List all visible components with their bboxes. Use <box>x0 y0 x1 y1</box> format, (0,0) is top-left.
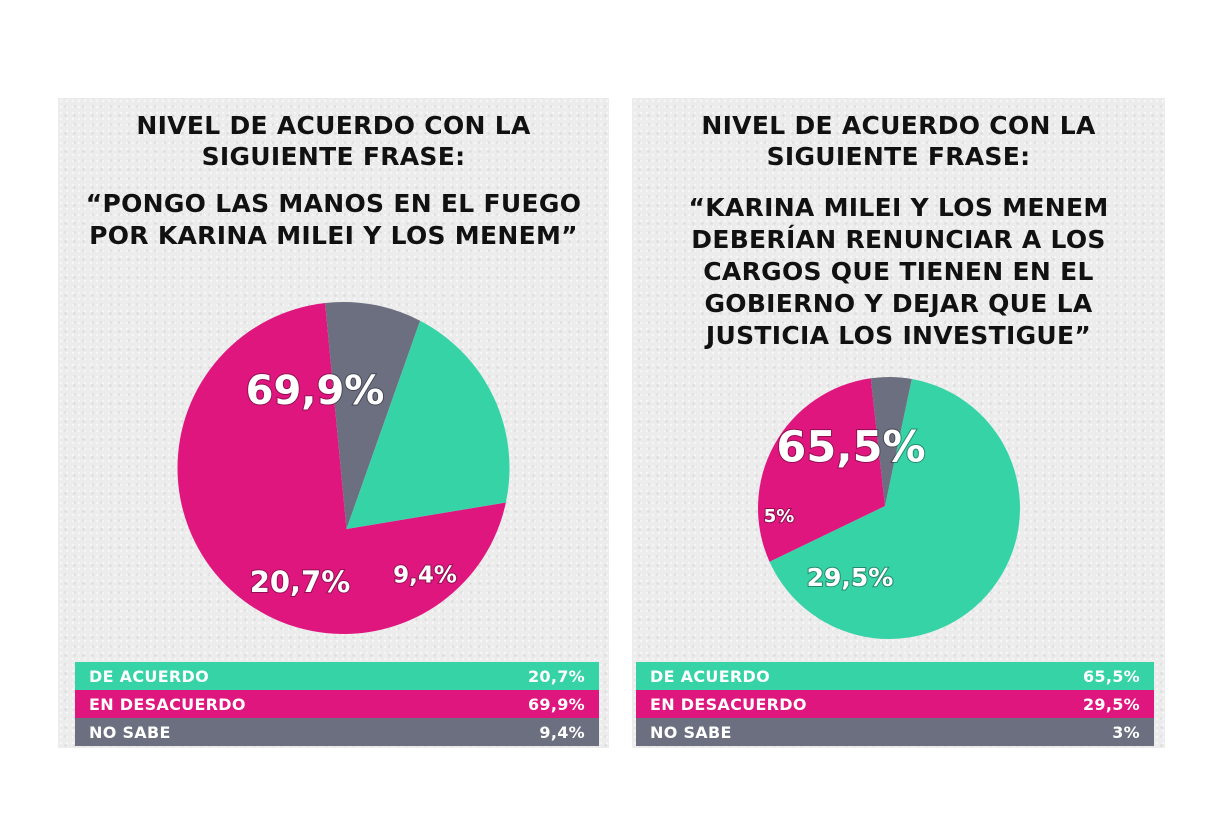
legend-label: NO SABE <box>650 722 732 742</box>
legend-row-en-desacuerdo: EN DESACUERDO 69,9% <box>75 690 599 718</box>
legend-row-en-desacuerdo: EN DESACUERDO 29,5% <box>636 690 1154 718</box>
legend-value: 29,5% <box>1082 694 1140 714</box>
legend-value: 3% <box>1112 722 1140 742</box>
pie-slice-label-de-acuerdo: 65,5% <box>776 423 925 473</box>
legend-value: 9,4% <box>539 722 585 742</box>
chart-subtitle: “KARINA MILEI Y LOS MENEM DEBERÍAN RENUN… <box>688 193 1109 350</box>
legend-value: 65,5% <box>1082 666 1140 686</box>
legend-right: DE ACUERDO 65,5% EN DESACUERDO 29,5% NO SABE… <box>636 662 1154 746</box>
legend-row-no-sabe: NO SABE 3% <box>636 718 1154 746</box>
legend-label: DE ACUERDO <box>89 666 210 686</box>
chart-panel-left: NIVEL DE ACUERDO CON LA SIGUIENTE FRASE:… <box>58 98 609 748</box>
pie-slice-no-sabe <box>870 377 912 506</box>
chart-title: NIVEL DE ACUERDO CON LA SIGUIENTE FRASE: <box>701 111 1096 171</box>
pie-slice-de-acuerdo <box>346 320 510 529</box>
legend-label: EN DESACUERDO <box>650 694 807 714</box>
pie-slice-de-acuerdo <box>769 378 1020 639</box>
legend-value: 20,7% <box>527 666 585 686</box>
legend-label: DE ACUERDO <box>650 666 771 686</box>
pie-slice-label-de-acuerdo: 20,7% <box>250 565 351 599</box>
pie-chart-right: 65,5% 29,5% 5% <box>758 377 1020 639</box>
pie-slice-label-en-desacuerdo: 29,5% <box>807 563 894 592</box>
pie-slice-label-no-sabe: 9,4% <box>393 563 457 589</box>
pie-slice-en-desacuerdo <box>758 378 885 562</box>
chart-panel-right: NIVEL DE ACUERDO CON LA SIGUIENTE FRASE:… <box>632 98 1165 748</box>
pie-chart-left: 69,9% 9,4% 20,7% <box>177 302 510 634</box>
legend-row-de-acuerdo: DE ACUERDO 20,7% <box>75 662 599 690</box>
legend-label: EN DESACUERDO <box>89 694 246 714</box>
chart-title: NIVEL DE ACUERDO CON LA SIGUIENTE FRASE: <box>136 111 531 171</box>
pie-slice-en-desacuerdo <box>177 303 506 634</box>
pie-slice-label-en-desacuerdo: 69,9% <box>246 368 385 414</box>
legend-value: 69,9% <box>527 694 585 714</box>
chart-subtitle: “PONGO LAS MANOS EN EL FUEGO POR KARINA … <box>85 189 582 250</box>
legend-label: NO SABE <box>89 722 171 742</box>
legend-row-no-sabe: NO SABE 9,4% <box>75 718 599 746</box>
pie-slice-label-no-sabe: 5% <box>764 506 795 527</box>
legend-left: DE ACUERDO 20,7% EN DESACUERDO 69,9% NO SABE… <box>75 662 599 746</box>
pie-slice-no-sabe <box>325 302 421 529</box>
legend-row-de-acuerdo: DE ACUERDO 65,5% <box>636 662 1154 690</box>
